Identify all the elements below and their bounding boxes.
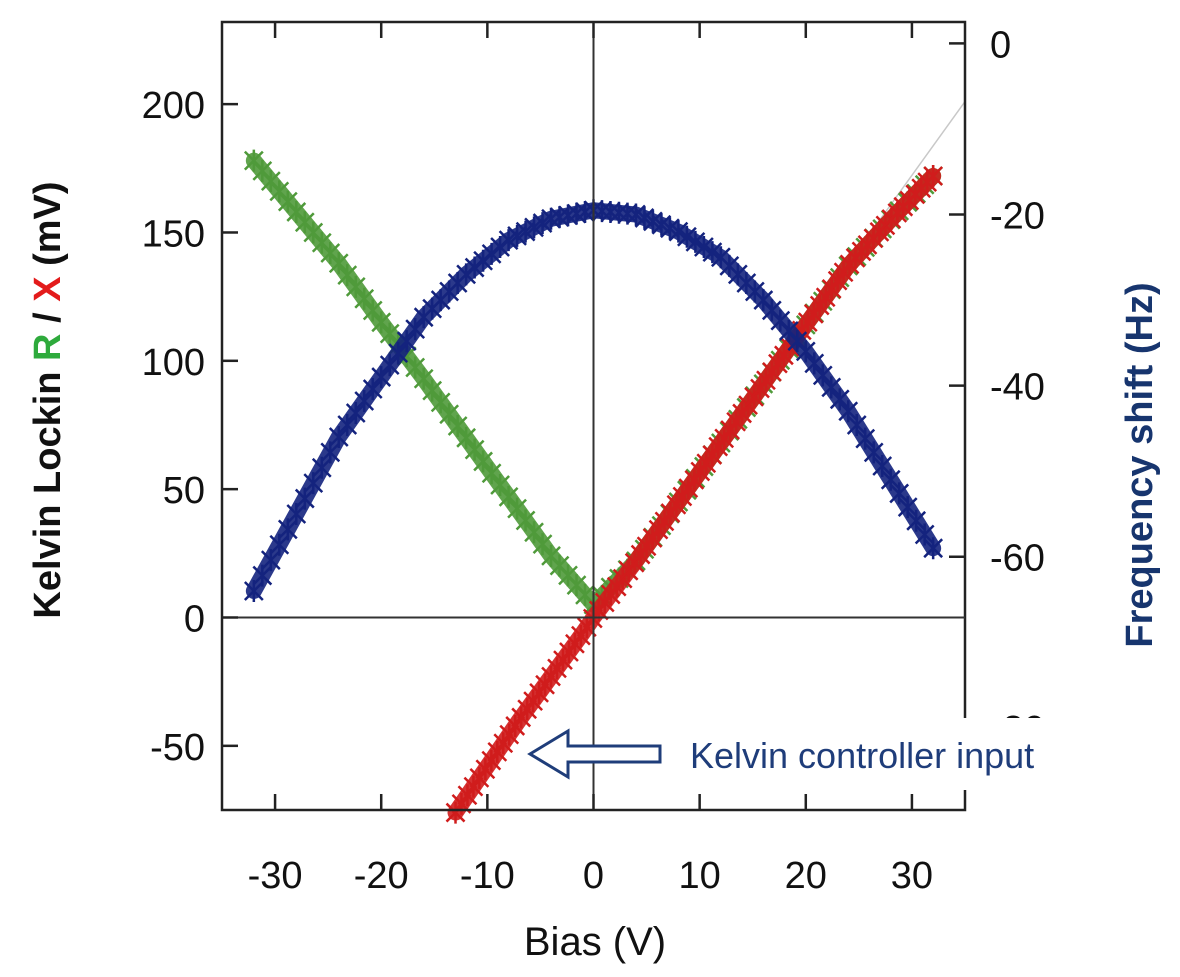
y-axis-title-left-part-5: (mV): [27, 181, 69, 276]
data-point-frequency_shift: [405, 318, 426, 341]
data-point-R: [473, 450, 493, 473]
data-point-R: [286, 200, 307, 223]
data-point-frequency_shift: [345, 402, 366, 425]
x-tick-label: 20: [785, 855, 827, 897]
data-point-R: [447, 415, 468, 438]
data-point-frequency_shift: [812, 364, 833, 387]
y-tick-label-right: -60: [990, 538, 1045, 580]
data-point-R: [260, 170, 281, 193]
data-point-R: [252, 159, 273, 182]
data-point-frequency_shift: [804, 352, 825, 375]
data-point-frequency_shift: [863, 441, 884, 464]
data-point-frequency_shift: [337, 413, 358, 436]
data-point-X: [923, 165, 944, 188]
data-point-frequency_shift: [855, 427, 876, 450]
data-point-frequency_shift: [371, 366, 392, 389]
data-point-R: [243, 149, 264, 172]
data-point-R: [328, 252, 349, 275]
tick-layer: -30 -20 -10 0 10 20 30 -50 0 50 100 150 200 0 -20 -40 -6…: [142, 22, 1045, 897]
y-tick-label-right: -20: [990, 196, 1045, 238]
y-tick-label-left: 200: [142, 85, 205, 127]
x-tick-label: -30: [248, 855, 303, 897]
y-axis-title-right: Frequency shift (Hz): [1119, 282, 1161, 647]
y-axis-title-left: Kelvin Lockin R / X (mV): [27, 181, 69, 618]
data-point-frequency_shift: [787, 330, 808, 353]
data-point-frequency_shift: [328, 425, 349, 448]
data-point-frequency_shift: [396, 330, 417, 353]
data-point-R: [277, 190, 298, 213]
data-point-R: [294, 211, 315, 234]
y-tick-label-left: 0: [184, 598, 205, 640]
data-point-R: [413, 367, 434, 390]
y-tick-label-left: 50: [163, 470, 205, 512]
data-point-R: [354, 287, 375, 310]
left-arrow-icon: [527, 728, 662, 780]
annotation-background: [678, 718, 1180, 790]
y-axis-title-left-part-4: X: [27, 276, 69, 302]
data-point-frequency_shift: [761, 299, 782, 322]
data-point-frequency_shift: [829, 388, 850, 411]
data-point-frequency_shift: [354, 390, 375, 413]
data-point-frequency_shift: [379, 354, 400, 377]
data-point-frequency_shift: [795, 340, 816, 363]
y-axis-title-left-part-3: /: [27, 302, 69, 334]
x-axis-title: Bias (V): [524, 920, 666, 964]
data-point-frequency_shift: [388, 342, 409, 365]
data-point-R: [532, 533, 553, 556]
data-point-R: [481, 462, 502, 485]
data-point-frequency_shift: [821, 376, 842, 399]
data-point-frequency_shift: [362, 378, 383, 401]
data-point-R: [507, 497, 527, 520]
x-tick-label: -20: [354, 855, 409, 897]
data-point-R: [311, 231, 332, 254]
series-X: [445, 165, 944, 824]
data-point-R: [422, 379, 443, 402]
data-point-R: [371, 311, 392, 334]
data-point-R: [515, 509, 536, 532]
data-point-frequency_shift: [923, 537, 944, 560]
x-tick-label: 0: [583, 855, 604, 897]
data-point-frequency_shift: [897, 496, 918, 519]
data-point-R: [430, 391, 451, 414]
data-point-R: [337, 264, 358, 287]
data-point-R: [269, 180, 290, 203]
data-point-R: [439, 403, 460, 426]
data-point-R: [498, 485, 519, 508]
data-point-frequency_shift: [846, 413, 867, 436]
x-tick-label: -10: [460, 855, 515, 897]
data-point-frequency_shift: [914, 523, 935, 546]
data-point-R: [345, 275, 366, 298]
data-point-R: [456, 426, 477, 449]
y-axis-title-left-part-1: Kelvin Lockin: [27, 361, 69, 619]
data-point-R: [405, 356, 426, 379]
y-tick-label-right: -40: [990, 367, 1045, 409]
data-point-frequency_shift: [880, 468, 901, 491]
data-point-frequency_shift: [770, 309, 791, 332]
data-point-frequency_shift: [906, 509, 927, 532]
data-point-frequency_shift: [838, 400, 859, 423]
annotation: Kelvin controller input: [527, 718, 1180, 790]
data-point-R: [379, 322, 400, 345]
data-point-R: [362, 299, 383, 322]
x-tick-label: 10: [679, 855, 721, 897]
data-point-frequency_shift: [778, 319, 799, 342]
series-layer: [243, 149, 944, 824]
x-tick-label: 30: [891, 855, 933, 897]
data-point-R: [464, 438, 485, 461]
annotation-text: Kelvin controller input: [690, 735, 1034, 776]
y-axis-title-left-part-2: R: [27, 333, 69, 360]
data-point-R: [524, 521, 544, 544]
data-point-R: [303, 221, 324, 244]
data-point-frequency_shift: [872, 455, 893, 478]
y-tick-label-right: 0: [990, 24, 1011, 66]
data-point-R: [490, 474, 510, 497]
y-tick-label-left: 150: [142, 213, 205, 255]
data-point-frequency_shift: [889, 482, 910, 505]
y-tick-label-left: -50: [150, 727, 205, 769]
data-point-frequency_shift: [753, 289, 774, 312]
data-point-R: [320, 242, 341, 265]
y-tick-label-left: 100: [142, 342, 205, 384]
